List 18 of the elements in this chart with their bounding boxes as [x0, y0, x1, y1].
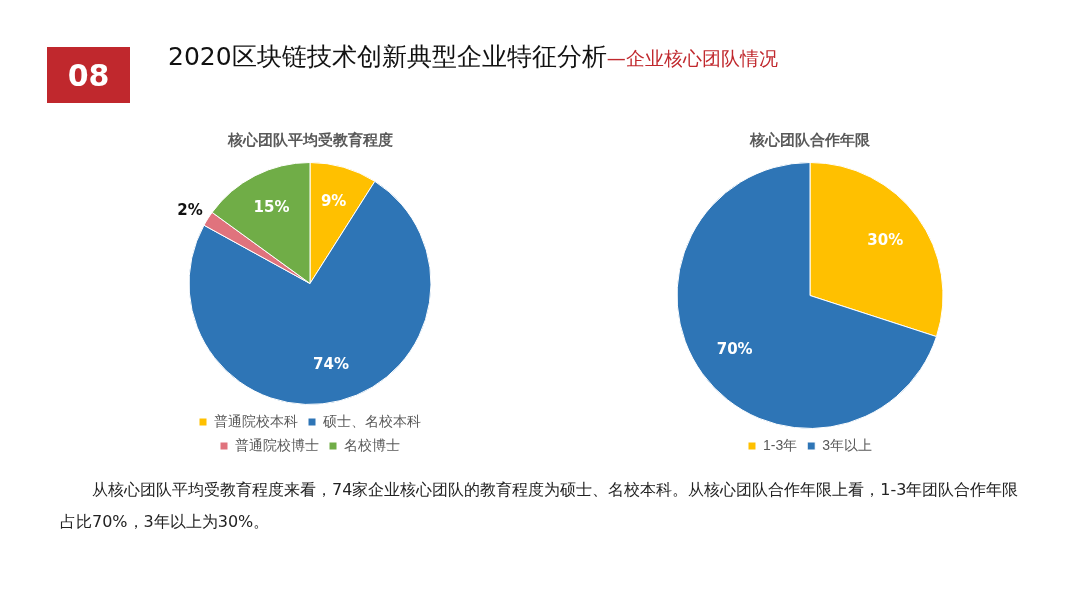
chart-title: 核心团队平均受教育程度: [226, 131, 393, 149]
data-label: 9%: [320, 192, 347, 211]
data-label: 15%: [253, 197, 290, 216]
chart-title: 核心团队合作年限: [749, 131, 871, 149]
text: 2020区块链技术创新典型企业特征分析: [168, 42, 607, 71]
data-label: 74%: [313, 355, 350, 374]
legend-label: 1-3年: [762, 436, 798, 453]
text: —企业核心团队情况: [606, 47, 778, 69]
legend-label: 硕士、名校本科: [322, 412, 421, 429]
text: 从核心团队平均受教育程度来看，74家企业核心团队的教育程度为硕士、名校本科。从核心团队合作年限上看，1-3年团队合作年限占比70%，3年以上为30%。: [60, 479, 1020, 533]
data-label: 2%: [177, 201, 203, 220]
legend-label: 3年以上: [822, 436, 873, 453]
text: 08: [47, 47, 130, 103]
legend-label: 名校博士: [344, 436, 400, 453]
legend-label: 普通院校博士: [235, 436, 319, 453]
legend-label: 普通院校本科: [214, 412, 298, 429]
data-label: 30%: [867, 230, 904, 249]
data-label: 70%: [716, 340, 753, 359]
